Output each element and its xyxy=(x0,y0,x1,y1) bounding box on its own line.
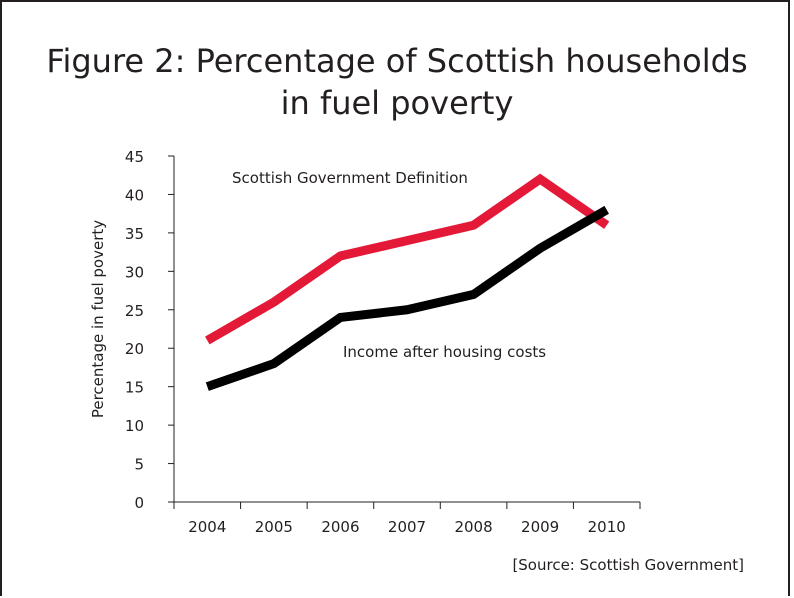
x-tick-label: 2005 xyxy=(255,518,293,536)
series-label: Income after housing costs xyxy=(343,343,546,361)
y-tick-label: 20 xyxy=(125,340,144,358)
y-tick-label: 10 xyxy=(125,417,144,435)
y-tick-label: 35 xyxy=(125,225,144,243)
series-line-income-after-housing-costs xyxy=(205,205,609,391)
y-tick-label: 45 xyxy=(125,148,144,166)
x-tick-label: 2010 xyxy=(588,518,626,536)
y-tick-label: 15 xyxy=(125,379,144,397)
y-axis-title: Percentage in fuel poverty xyxy=(89,220,107,418)
series-group xyxy=(205,173,610,391)
y-tick-label: 0 xyxy=(134,494,144,512)
x-tick-label: 2004 xyxy=(188,518,226,536)
chart-title-line-2: in fuel poverty xyxy=(280,84,514,122)
series-labels: Scottish Government Definition Income aft… xyxy=(232,169,546,361)
x-tick-label: 2007 xyxy=(388,518,426,536)
source-note: [Source: Scottish Government] xyxy=(512,556,744,574)
axes: 0 5 10 15 20 25 30 35 40 45 2004 2005 2006 2007 2008 20… xyxy=(89,148,641,536)
y-tick-label: 40 xyxy=(125,186,144,204)
series-line-scottish-government-definition xyxy=(205,173,610,345)
chart-title-line-1: Figure 2: Percentage of Scottish househo… xyxy=(46,42,748,80)
series-label: Scottish Government Definition xyxy=(232,169,468,187)
x-tick-label: 2006 xyxy=(321,518,359,536)
y-tick-label: 25 xyxy=(125,302,144,320)
chart-title: Figure 2: Percentage of Scottish househo… xyxy=(0,40,794,124)
y-tick-label: 5 xyxy=(134,456,144,474)
x-tick-label: 2008 xyxy=(454,518,492,536)
y-tick-label: 30 xyxy=(125,263,144,281)
x-tick-label: 2009 xyxy=(521,518,559,536)
